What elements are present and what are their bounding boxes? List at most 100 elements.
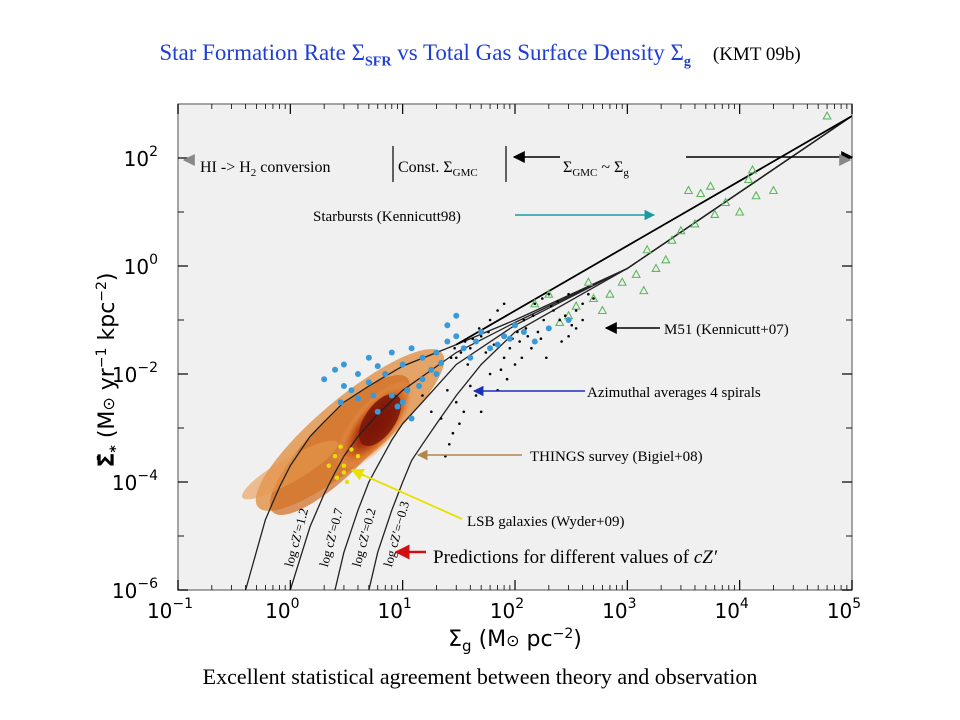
point-azimuthal-averages-4-spirals-38 [416, 382, 423, 389]
point-azimuthal-averages-4-spirals-6 [365, 354, 372, 361]
point-m51-kennicutt-07-26 [518, 340, 521, 343]
y-tick-label-2: 10−2 [112, 360, 158, 387]
x-tick-label-2: 101 [377, 596, 411, 623]
predictions-label: Predictions for different values of cZ′ [433, 547, 718, 568]
point-m51-kennicutt-07-44 [505, 377, 509, 381]
point-m51-kennicutt-07-15 [446, 388, 449, 392]
point-m51-kennicutt-07-16 [454, 400, 458, 404]
point-azimuthal-averages-4-spirals-12 [419, 354, 426, 361]
point-m51-kennicutt-07-8 [533, 302, 537, 306]
point-azimuthal-averages-4-spirals-20 [512, 322, 518, 329]
point-azimuthal-averages-4-spirals-37 [404, 387, 411, 394]
point-starbursts-kennicutt98-6 [695, 188, 706, 198]
point-azimuthal-averages-4-spirals-5 [365, 379, 372, 386]
point-m51-kennicutt-07-1 [468, 346, 472, 350]
point-m51-kennicutt-07-57 [520, 356, 524, 360]
point-starbursts-kennicutt98-14 [661, 254, 671, 264]
point-starbursts-kennicutt98-24 [544, 289, 554, 298]
point-m51-kennicutt-07-29 [536, 330, 540, 334]
point-m51-kennicutt-07-20 [479, 410, 483, 414]
slide-caption: Excellent statistical agreement between … [202, 664, 758, 689]
point-starbursts-kennicutt98-0 [822, 110, 832, 120]
point-azimuthal-averages-4-spirals-31 [394, 403, 401, 410]
x-tick-label-3: 102 [490, 596, 524, 623]
point-lsb-galaxies-wyder-09-1 [341, 463, 347, 468]
point-azimuthal-averages-4-spirals-10 [399, 361, 406, 368]
azimuthal-label: Azimuthal averages 4 spirals [587, 385, 761, 401]
things-core-dark [358, 393, 402, 447]
sigma-gmc-label: ΣGMC ~ Σg [563, 159, 629, 179]
point-starbursts-kennicutt98-4 [747, 164, 758, 174]
point-m51-kennicutt-07-30 [542, 318, 545, 322]
y-tick-label-0: 10−6 [112, 576, 158, 603]
point-lsb-galaxies-wyder-09-4 [326, 463, 331, 468]
point-azimuthal-averages-4-spirals-13 [433, 349, 440, 356]
point-azimuthal-averages-4-spirals-42 [473, 338, 480, 345]
point-m51-kennicutt-07-60 [487, 330, 490, 334]
point-starbursts-kennicutt98-1 [743, 174, 754, 184]
lsb-label: LSB galaxies (Wyder+09) [467, 514, 625, 530]
point-m51-kennicutt-07-21 [488, 372, 492, 376]
point-m51-kennicutt-07-11 [567, 334, 570, 338]
point-m51-kennicutt-07-28 [530, 346, 533, 350]
point-azimuthal-averages-4-spirals-41 [460, 345, 467, 352]
point-lsb-galaxies-wyder-09-8 [334, 475, 340, 480]
point-m51-kennicutt-07-52 [563, 314, 567, 318]
point-azimuthal-averages-4-spirals-17 [478, 328, 485, 335]
things-side-blob [241, 440, 339, 500]
point-m51-kennicutt-07-39 [449, 356, 453, 360]
model-curve-1 [244, 115, 852, 590]
point-azimuthal-averages-4-spirals-18 [487, 345, 494, 352]
data-points [321, 110, 832, 485]
point-azimuthal-averages-4-spirals-1 [332, 366, 339, 373]
point-starbursts-kennicutt98-9 [710, 209, 720, 219]
point-m51-kennicutt-07-31 [552, 309, 555, 312]
point-m51-kennicutt-07-48 [531, 314, 535, 318]
point-starbursts-kennicutt98-11 [667, 235, 677, 244]
point-m51-kennicutt-07-41 [484, 351, 488, 354]
point-m51-kennicutt-07-2 [479, 334, 483, 338]
starbursts-label: Starbursts (Kennicutt98) [313, 209, 461, 225]
point-m51-kennicutt-07-10 [558, 318, 562, 322]
point-m51-kennicutt-07-7 [522, 318, 526, 322]
point-m51-kennicutt-07-24 [508, 346, 512, 350]
x-tick-label-5: 104 [714, 596, 748, 623]
point-m51-kennicutt-07-63 [459, 351, 463, 354]
point-m51-kennicutt-07-47 [524, 327, 528, 330]
point-azimuthal-averages-4-spirals-2 [340, 382, 347, 389]
point-azimuthal-averages-4-spirals-23 [565, 317, 572, 323]
y-tick-label-4: 102 [124, 144, 158, 171]
x-tick-label-4: 103 [602, 596, 636, 623]
model-curve-2 [289, 115, 852, 590]
point-m51-kennicutt-07-64 [567, 292, 570, 296]
point-starbursts-kennicutt98-23 [554, 317, 565, 327]
point-azimuthal-averages-4-spirals-44 [520, 328, 527, 335]
slide-title: Star Formation Rate ΣSFR vs Total Gas Su… [0, 40, 960, 71]
point-m51-kennicutt-07-59 [477, 327, 481, 330]
point-m51-kennicutt-07-32 [421, 394, 424, 397]
x-tick-label-0: 10−1 [147, 596, 193, 623]
point-starbursts-kennicutt98-8 [720, 197, 731, 207]
point-starbursts-kennicutt98-28 [768, 185, 779, 195]
point-m51-kennicutt-07-62 [453, 346, 456, 350]
point-starbursts-kennicutt98-16 [631, 269, 641, 278]
point-m51-kennicutt-07-37 [447, 442, 451, 446]
hi-h2-label: HI -> H2 conversion [200, 159, 331, 179]
model-curve-4 [368, 115, 852, 590]
point-lsb-galaxies-wyder-09-3 [341, 470, 347, 475]
point-lsb-galaxies-wyder-09-2 [349, 447, 354, 452]
y-tick-label-1: 10−4 [112, 468, 158, 495]
point-starbursts-kennicutt98-27 [597, 305, 608, 315]
point-starbursts-kennicutt98-2 [751, 190, 761, 200]
point-m51-kennicutt-07-34 [439, 417, 443, 420]
point-starbursts-kennicutt98-19 [605, 289, 615, 298]
point-azimuthal-averages-4-spirals-27 [419, 376, 426, 383]
point-starbursts-kennicutt98-7 [683, 185, 694, 195]
point-azimuthal-averages-4-spirals-28 [388, 392, 395, 399]
point-m51-kennicutt-07-40 [466, 363, 470, 366]
point-starbursts-kennicutt98-3 [734, 206, 745, 216]
point-azimuthal-averages-4-spirals-34 [348, 387, 355, 394]
point-starbursts-kennicutt98-12 [676, 225, 686, 235]
point-m51-kennicutt-07-5 [502, 302, 506, 306]
const-gmc-label: Const. ΣGMC [398, 159, 478, 179]
